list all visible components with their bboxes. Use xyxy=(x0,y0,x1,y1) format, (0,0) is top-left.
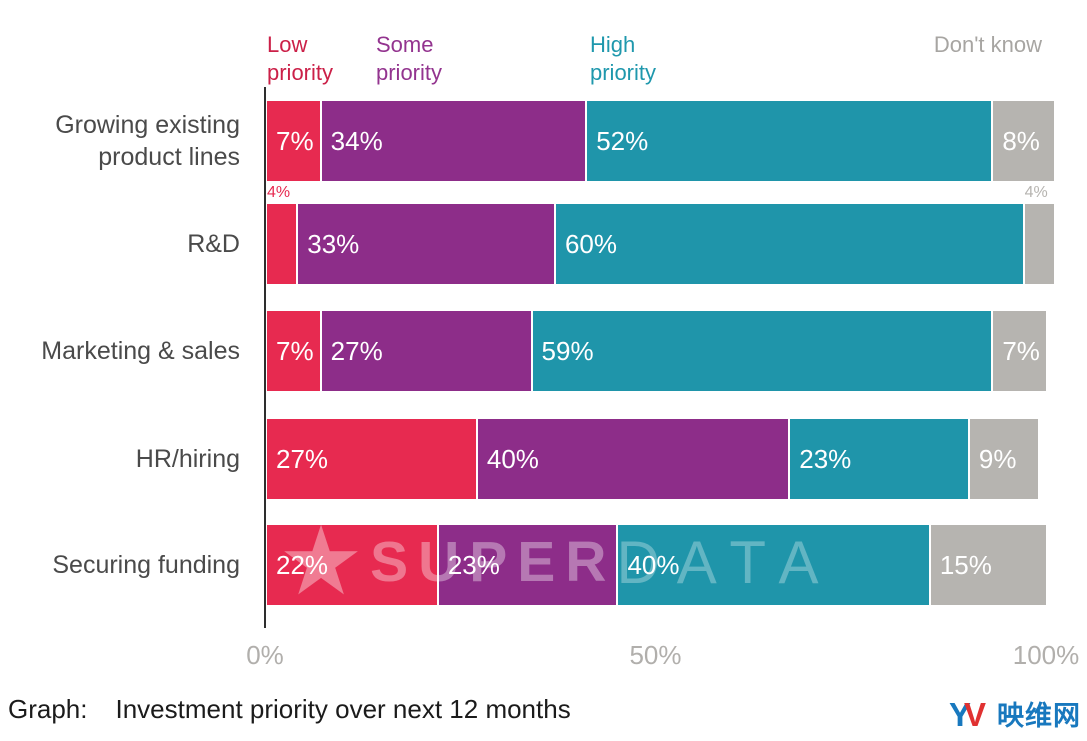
caption-prefix: Graph: xyxy=(8,694,88,724)
category-label-hr-hiring: HR/hiring xyxy=(135,444,240,473)
yivian-logo: Y V 映维网 xyxy=(949,694,1081,733)
legend-item-don-t-know: Don't know xyxy=(933,32,1042,57)
bar-segment-don-t-know: 15% xyxy=(930,525,1046,605)
segment-value-label: 7% xyxy=(276,335,314,366)
bar-segment-high-priority: 60% xyxy=(555,204,1023,284)
legend-item-some-priority: Some priority xyxy=(376,32,443,85)
segment-value-label: 7% xyxy=(1002,335,1040,366)
category-label-growing-existing-product-lines: Growing existing product lines xyxy=(55,110,240,172)
bar-segment-low-priority: 4% xyxy=(267,184,297,284)
segment-value-label: 7% xyxy=(276,125,314,156)
bar-segment-high-priority: 59% xyxy=(532,311,992,391)
segment-value-label: 9% xyxy=(978,443,1017,474)
bar-segment-low-priority: 7% xyxy=(267,101,320,181)
bar-segment-low-priority: 27% xyxy=(267,419,476,499)
logo-text: 映维网 xyxy=(997,701,1081,731)
segment-value-label: 40% xyxy=(486,443,539,474)
legend-item-high-priority: High priority xyxy=(590,32,657,85)
segment-value-label: 23% xyxy=(447,549,500,580)
category-label-r-d: R&D xyxy=(187,229,240,258)
chart-caption: Graph: Investment priority over next 12 … xyxy=(8,694,571,725)
segment-value-label: 59% xyxy=(541,335,594,366)
x-tick-50: 50% xyxy=(629,640,682,670)
caption-text: Investment priority over next 12 months xyxy=(115,694,571,724)
svg-text:V: V xyxy=(964,697,986,731)
bar-segment-don-t-know: 4% xyxy=(1024,184,1054,284)
bar-segment-some-priority: 23% xyxy=(438,525,617,605)
category-label-marketing-sales: Marketing & sales xyxy=(41,336,240,365)
legend-item-low-priority: Low priority xyxy=(267,32,334,85)
segment-value-label: 22% xyxy=(276,549,329,580)
bar-segment-high-priority: 23% xyxy=(790,419,968,499)
x-tick-0: 0% xyxy=(246,640,284,670)
segment-value-label: 4% xyxy=(267,184,291,201)
segment-value-label: 15% xyxy=(939,549,992,580)
segment-value-label: 52% xyxy=(596,125,649,156)
svg-text:Y: Y xyxy=(949,697,971,731)
y-axis-line xyxy=(264,87,266,628)
bar-segment-high-priority: 52% xyxy=(587,101,992,181)
segment-value-label: 4% xyxy=(1024,184,1048,201)
segment-value-label: 34% xyxy=(330,125,383,156)
x-tick-100: 100% xyxy=(1012,640,1080,670)
category-label-securing-funding: Securing funding xyxy=(52,550,240,579)
bar-segment-low-priority: 7% xyxy=(267,311,320,391)
segment-value-label: 27% xyxy=(276,443,329,474)
segment-value-label: 27% xyxy=(330,335,383,366)
bar-segment-some-priority: 40% xyxy=(477,419,789,499)
segment-value-label: 40% xyxy=(627,549,680,580)
bar-segment-don-t-know: 7% xyxy=(993,311,1046,391)
bar-segment-high-priority: 40% xyxy=(618,525,929,605)
segment-value-label: 8% xyxy=(1002,125,1040,156)
segment-value-label: 33% xyxy=(307,228,360,259)
bar-segment-don-t-know: 8% xyxy=(993,101,1054,181)
bar-segment-some-priority: 33% xyxy=(298,204,554,284)
bar-segment-don-t-know: 9% xyxy=(969,419,1039,499)
segment-value-label: 60% xyxy=(564,228,618,259)
segment-value-label: 23% xyxy=(799,443,852,474)
bar-segment-some-priority: 27% xyxy=(321,311,531,391)
yv-logo-icon: Y V xyxy=(949,697,986,731)
bar-segment-some-priority: 34% xyxy=(321,101,586,181)
bar-segment-low-priority: 22% xyxy=(267,525,437,605)
